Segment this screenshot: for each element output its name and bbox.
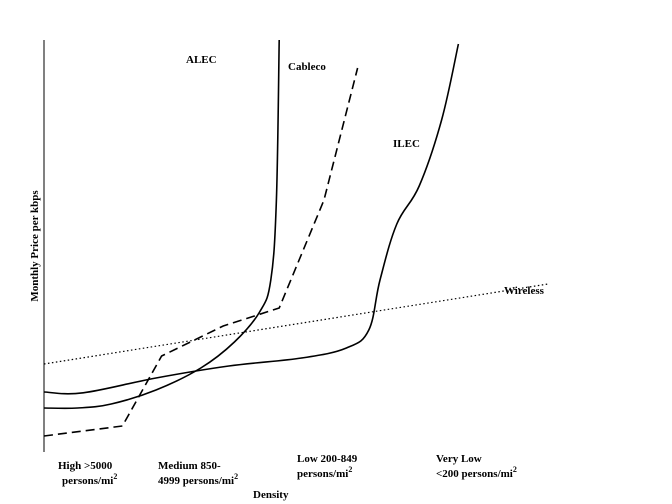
x-axis-label: Density xyxy=(253,489,289,501)
x-tick-label: persons/mi2 xyxy=(62,472,117,487)
x-tick-label: <200 persons/mi2 xyxy=(436,465,517,480)
x-tick-label: High >5000 xyxy=(58,460,113,472)
series-label-cableco: Cableco xyxy=(288,61,326,73)
series-label-alec: ALEC xyxy=(186,54,217,66)
x-tick-label: 4999 persons/mi2 xyxy=(158,472,238,487)
y-axis-label: Monthly Price per kbps xyxy=(29,190,41,302)
series-layer xyxy=(43,39,549,437)
series-line-cableco xyxy=(43,67,359,437)
x-tick-label: Very Low xyxy=(436,453,482,465)
x-tick-label: persons/mi2 xyxy=(297,465,352,480)
series-label-ilec: ILEC xyxy=(393,138,420,150)
series-line-wireless xyxy=(43,283,549,365)
series-label-wireless: Wireless xyxy=(504,285,545,297)
series-labels: ALEC Cableco ILEC Wireless xyxy=(186,54,545,297)
x-tick-label: Medium 850- xyxy=(158,460,221,472)
series-line-alec xyxy=(43,39,280,410)
series-line-ilec xyxy=(43,43,460,395)
x-tick-label: Low 200-849 xyxy=(297,453,358,465)
